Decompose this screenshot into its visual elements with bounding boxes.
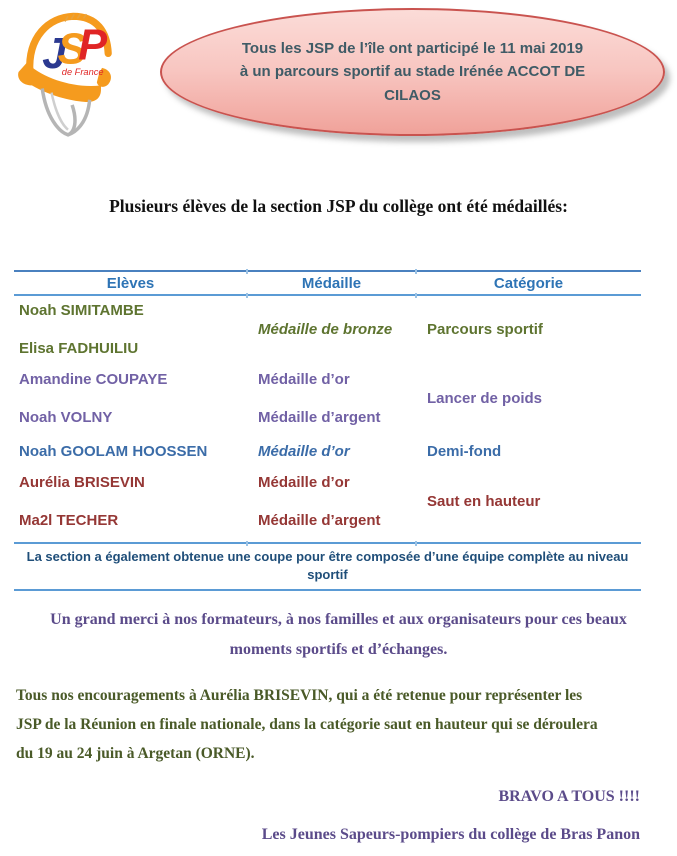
table-line: Noah GOOLAM HOOSSEN Médaille d’or Demi-f…	[14, 442, 641, 461]
student-name: Ma2l TECHER	[19, 512, 119, 529]
page-header: J S P de France Tous les JSP de l’île on…	[0, 0, 677, 160]
chin-strap-inner	[50, 92, 69, 131]
encouragements-paragraph: Tous nos encouragements à Aurélia BRISEV…	[0, 681, 677, 768]
column-divider-tick	[246, 269, 248, 274]
encouragements-line: du 19 au 24 juin à Argetan (ORNE).	[16, 745, 255, 762]
encouragements-line: JSP de la Réunion en finale nationale, d…	[16, 716, 598, 733]
table-group-lancer-de-poids: Amandine COUPAYE Médaille d’or Lancer de…	[14, 370, 641, 427]
helmet-vents-icon	[64, 13, 88, 22]
callout-line: CILAOS	[384, 86, 441, 104]
table-line: Amandine COUPAYE Médaille d’or	[14, 370, 641, 389]
coupe-note-line: La section a également obtenue une coupe…	[26, 549, 629, 564]
column-header-eleves: Elèves	[106, 274, 155, 292]
category-label: Parcours sportif	[427, 321, 543, 338]
helmet-brim	[18, 62, 101, 102]
column-divider-tick	[415, 293, 417, 298]
chin-strap-2	[67, 99, 92, 137]
column-divider-tick	[246, 541, 248, 546]
student-name: Noah VOLNY	[19, 409, 113, 426]
category-label: Saut en hauteur	[427, 493, 541, 510]
medals-table: Elèves Médaille Catégorie Noah SIMITAMBE…	[14, 269, 641, 542]
medal-label: Médaille d’argent	[258, 409, 381, 426]
logo-letter-s: S	[58, 26, 87, 74]
table-group-demi-fond: Noah GOOLAM HOOSSEN Médaille d’or Demi-f…	[14, 442, 641, 461]
table-line: Médaille de bronze Parcours sportif	[14, 320, 641, 339]
table-group-saut-en-hauteur: Aurélia BRISEVIN Médaille d’or Saut en h…	[14, 473, 641, 530]
student-name: Noah SIMITAMBE	[19, 302, 144, 319]
thanks-paragraph: Un grand merci à nos formateurs, à nos f…	[0, 605, 677, 665]
signature-text: Les Jeunes Sapeurs-pompiers du collège d…	[261, 826, 640, 843]
table-line: Noah SIMITAMBE	[14, 301, 641, 320]
column-header-medaille: Médaille	[301, 274, 362, 292]
table-header-row: Elèves Médaille Catégorie	[14, 269, 641, 298]
coupe-note-line: sportif	[307, 567, 348, 582]
helmet-ear-piece	[96, 67, 111, 87]
section-heading: Plusieurs élèves de la section JSP du co…	[109, 196, 568, 216]
callout-line: Tous les JSP de l’île ont participé le 1…	[241, 39, 584, 57]
medal-label: Médaille d’or	[258, 443, 350, 460]
logo-letter-p: P	[78, 22, 107, 70]
medal-label: Médaille de bronze	[258, 321, 393, 338]
medal-label: Médaille d’argent	[258, 512, 381, 529]
table-group-parcours-sportif: Noah SIMITAMBE Médaille de bronze Parcou…	[14, 301, 641, 358]
chin-strap	[40, 88, 77, 137]
column-header-categorie: Catégorie	[493, 274, 564, 292]
category-label: Demi-fond	[427, 443, 502, 460]
column-divider-tick	[246, 293, 248, 298]
table-line: Saut en hauteur	[14, 492, 641, 511]
thanks-line: Un grand merci à nos formateurs, à nos f…	[50, 611, 627, 628]
jsp-de-france-logo: J S P de France	[18, 12, 112, 137]
category-label: Lancer de poids	[427, 390, 543, 407]
table-bottom-spacer	[14, 530, 641, 542]
table-line: Ma2l TECHER Médaille d’argent	[14, 511, 641, 530]
bravo-text: BRAVO A TOUS !!!!	[498, 788, 641, 805]
table-line: Aurélia BRISEVIN Médaille d’or	[14, 473, 641, 492]
encouragements-line: Tous nos encouragements à Aurélia BRISEV…	[16, 687, 583, 704]
table-line: Noah VOLNY Médaille d’argent	[14, 408, 641, 427]
student-name: Amandine COUPAYE	[19, 371, 168, 388]
student-name: Elisa FADHUILIU	[19, 340, 139, 357]
medal-label: Médaille d’or	[258, 371, 350, 388]
student-name: Noah GOOLAM HOOSSEN	[19, 443, 208, 460]
callout-line: à un parcours sportif au stade Irénée AC…	[239, 63, 586, 81]
medal-label: Médaille d’or	[258, 474, 350, 491]
student-name: Aurélia BRISEVIN	[19, 474, 145, 491]
logo-subtext: de France	[62, 67, 104, 77]
table-line: Lancer de poids	[14, 389, 641, 408]
logo-letter-j: J	[42, 30, 67, 78]
event-callout-bubble: Tous les JSP de l’île ont participé le 1…	[160, 8, 665, 136]
thanks-line: moments sportifs et d’échanges.	[229, 641, 448, 658]
coupe-note: La section a également obtenue une coupe…	[14, 541, 641, 591]
table-line: Elisa FADHUILIU	[14, 339, 641, 358]
column-divider-tick	[415, 269, 417, 274]
column-divider-tick	[415, 541, 417, 546]
